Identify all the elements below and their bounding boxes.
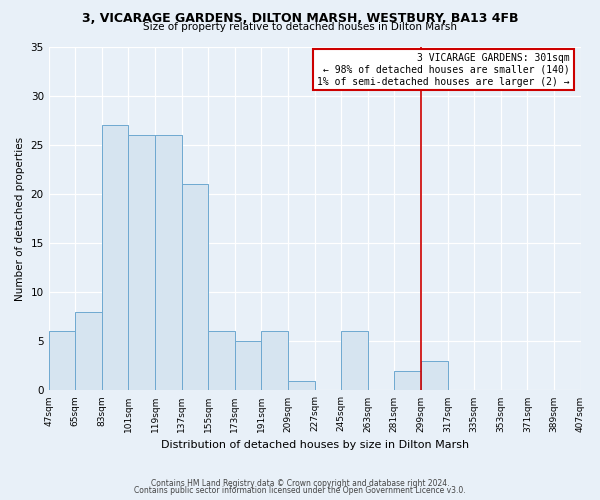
Bar bbox=[182, 184, 208, 390]
Bar bbox=[208, 332, 235, 390]
Bar bbox=[49, 332, 75, 390]
Bar bbox=[288, 380, 314, 390]
Text: Size of property relative to detached houses in Dilton Marsh: Size of property relative to detached ho… bbox=[143, 22, 457, 32]
Bar bbox=[421, 361, 448, 390]
Bar bbox=[394, 371, 421, 390]
Bar bbox=[341, 332, 368, 390]
X-axis label: Distribution of detached houses by size in Dilton Marsh: Distribution of detached houses by size … bbox=[161, 440, 469, 450]
Bar bbox=[155, 135, 182, 390]
Text: 3, VICARAGE GARDENS, DILTON MARSH, WESTBURY, BA13 4FB: 3, VICARAGE GARDENS, DILTON MARSH, WESTB… bbox=[82, 12, 518, 26]
Text: Contains public sector information licensed under the Open Government Licence v3: Contains public sector information licen… bbox=[134, 486, 466, 495]
Bar bbox=[262, 332, 288, 390]
Text: Contains HM Land Registry data © Crown copyright and database right 2024.: Contains HM Land Registry data © Crown c… bbox=[151, 478, 449, 488]
Bar bbox=[235, 342, 262, 390]
Bar bbox=[102, 125, 128, 390]
Bar bbox=[128, 135, 155, 390]
Y-axis label: Number of detached properties: Number of detached properties bbox=[15, 136, 25, 300]
Text: 3 VICARAGE GARDENS: 301sqm
← 98% of detached houses are smaller (140)
1% of semi: 3 VICARAGE GARDENS: 301sqm ← 98% of deta… bbox=[317, 54, 570, 86]
Bar bbox=[75, 312, 102, 390]
